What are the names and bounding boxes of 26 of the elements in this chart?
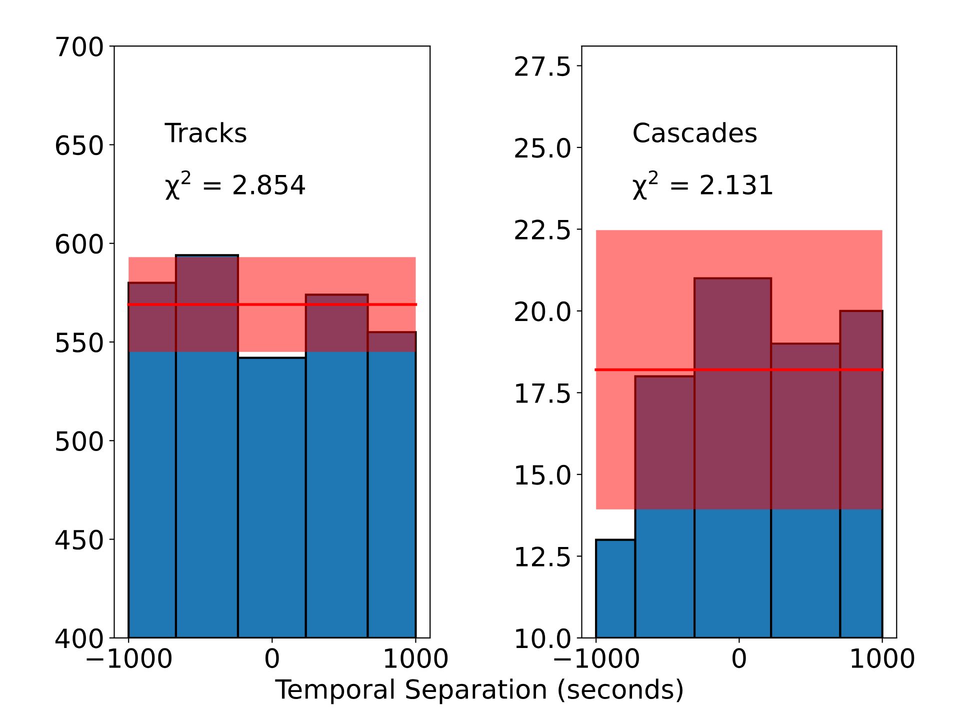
y-tick-label: 550 <box>56 332 103 352</box>
y-tick-label: 400 <box>55 628 103 648</box>
y-tick-label: 25.0 <box>515 138 570 158</box>
y-tick-label: 27.5 <box>515 56 570 76</box>
y-tick-label: 650 <box>56 135 103 156</box>
y-tick-label: 10.0 <box>516 628 570 648</box>
y-tick-label: 15.0 <box>516 464 570 485</box>
x-tick-label: 0 <box>732 648 746 668</box>
y-tick-label: 22.5 <box>515 220 570 240</box>
annotation: χ$^{2}$ = 2.854 <box>166 170 306 200</box>
x-tick-label: −1000 <box>86 648 172 668</box>
x-tick-label: 0 <box>266 648 279 668</box>
y-tick-label: 700 <box>56 36 103 56</box>
x-tick-label: 1000 <box>385 648 448 668</box>
x-tick-label: 1000 <box>852 648 914 668</box>
y-tick-label: 12.5 <box>516 546 570 567</box>
y-tick-label: 450 <box>55 530 103 550</box>
y-tick-label: 500 <box>56 431 103 452</box>
x-tick-label: −1000 <box>554 648 639 668</box>
annotation: χ$^{2}$ = 2.131 <box>632 170 772 200</box>
y-tick-label: 20.0 <box>515 301 570 322</box>
annotation: Cascades <box>634 122 757 143</box>
annotation: Tracks <box>164 122 246 143</box>
x-axis-title: Temporal Separation (seconds) <box>275 678 682 704</box>
y-tick-label: 600 <box>56 234 103 254</box>
y-tick-label: 17.5 <box>516 383 570 404</box>
